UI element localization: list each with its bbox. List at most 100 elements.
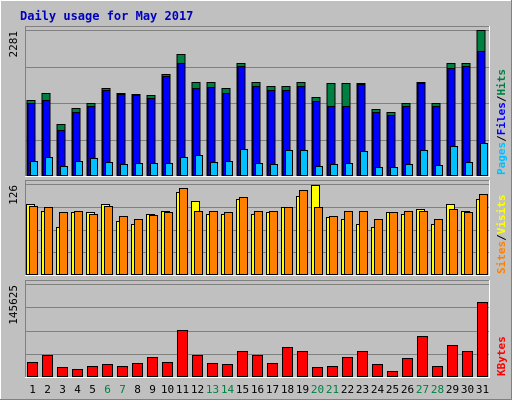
bar-pages	[210, 162, 218, 176]
bar-pages	[165, 163, 173, 176]
bar-kbytes	[342, 357, 353, 377]
legend-item-kbytes: KBytes	[495, 336, 508, 376]
x-tick-label: 18	[281, 383, 294, 396]
bar-pages	[300, 150, 308, 176]
bar-kbytes	[117, 366, 128, 377]
bar-pages	[315, 166, 323, 176]
bar-sites	[449, 209, 458, 275]
bar-sites	[434, 219, 443, 275]
x-tick-label: 9	[149, 383, 156, 396]
bar-pages	[465, 162, 473, 176]
bar-pages	[30, 161, 38, 176]
bar-pages	[240, 149, 248, 176]
bar-sites	[359, 211, 368, 275]
bar-kbytes	[417, 336, 428, 377]
bar-files	[312, 101, 321, 176]
bar-sites	[149, 215, 158, 275]
bar-kbytes	[207, 363, 218, 377]
x-tick-label: 1	[29, 383, 36, 396]
bar-pages	[480, 143, 488, 176]
bar-pages	[405, 164, 413, 176]
x-tick-label: 20	[311, 383, 324, 396]
bar-kbytes	[57, 367, 68, 377]
bar-sites	[284, 207, 293, 275]
chart-title: Daily usage for May 2017	[20, 9, 193, 23]
x-tick-label: 13	[206, 383, 219, 396]
bar-pages	[180, 157, 188, 176]
x-tick-label: 5	[89, 383, 96, 396]
x-tick-label: 24	[371, 383, 385, 396]
legend-hits-files-pages: Pages/Files/Hits	[495, 69, 508, 175]
bar-sites	[29, 206, 38, 275]
x-tick-label: 26	[401, 383, 414, 396]
legend-separator: /	[495, 135, 508, 142]
x-tick-label: 17	[266, 383, 279, 396]
x-tick-label: 22	[341, 383, 354, 396]
x-tick-label: 23	[356, 383, 369, 396]
bar-sites	[164, 212, 173, 275]
bar-pages	[420, 150, 428, 176]
bar-sites	[314, 207, 323, 275]
x-axis-labels: 1 2 3 4 5 6 7 8 9 10 11 12 13 14 15 16 17 18 19 20 21 22 23 24 2…	[29, 383, 489, 396]
bar-files	[387, 115, 396, 176]
bar-kbytes	[237, 351, 248, 377]
bar-pages	[75, 161, 83, 176]
bar-pages	[120, 164, 128, 176]
bar-pages	[375, 167, 383, 176]
bar-pages	[360, 151, 368, 176]
bar-kbytes	[447, 345, 458, 377]
bar-kbytes	[192, 355, 203, 377]
legend-item-hits: Hits	[495, 69, 508, 96]
x-tick-label: 11	[176, 383, 189, 396]
bar-pages	[105, 162, 113, 176]
bar-kbytes	[267, 363, 278, 377]
bar-sites	[59, 212, 68, 275]
bar-kbytes	[372, 364, 383, 377]
bar-kbytes	[102, 364, 113, 377]
legend-separator: /	[495, 234, 508, 241]
bar-files	[117, 94, 126, 176]
bar-pages	[450, 146, 458, 176]
x-tick-label: 15	[236, 383, 249, 396]
x-tick-label: 28	[431, 383, 444, 396]
bar-sites	[299, 190, 308, 275]
bar-pages	[435, 165, 443, 176]
x-tick-label: 19	[296, 383, 309, 396]
bar-kbytes	[357, 351, 368, 377]
bar-pages	[195, 155, 203, 176]
bar-kbytes	[72, 369, 83, 377]
x-tick-label: 31	[476, 383, 489, 396]
bar-kbytes	[387, 371, 398, 377]
bar-kbytes	[462, 351, 473, 377]
bar-pages	[345, 163, 353, 176]
bar-pages	[225, 161, 233, 176]
y-max-label-visits-sites: 126	[7, 185, 20, 205]
bar-kbytes	[252, 355, 263, 377]
bar-sites	[104, 206, 113, 275]
y-max-label-hits-files-pages: 2281	[7, 31, 20, 58]
x-tick-label: 12	[191, 383, 204, 396]
bar-files	[267, 90, 276, 176]
chart-panels: 2281Pages/Files/Hits126Sites/Visits14562…	[7, 26, 508, 378]
legend-separator: /	[495, 95, 508, 102]
bar-kbytes	[297, 351, 308, 377]
bar-files	[372, 112, 381, 176]
bar-kbytes	[477, 302, 488, 377]
x-tick-label: 25	[386, 383, 399, 396]
bar-sites	[224, 212, 233, 275]
bar-sites	[239, 197, 248, 275]
bar-kbytes	[402, 358, 413, 377]
x-tick-label: 10	[161, 383, 174, 396]
bar-kbytes	[432, 366, 443, 377]
legend-item-visits: Visits	[495, 195, 508, 235]
x-tick-label: 4	[74, 383, 81, 396]
bar-sites	[134, 219, 143, 275]
bar-pages	[90, 158, 98, 176]
bar-kbytes	[42, 355, 53, 377]
bar-kbytes	[87, 366, 98, 377]
bar-files	[462, 66, 471, 176]
bar-sites	[74, 211, 83, 275]
x-tick-label: 14	[221, 383, 235, 396]
x-tick-label: 2	[44, 383, 51, 396]
